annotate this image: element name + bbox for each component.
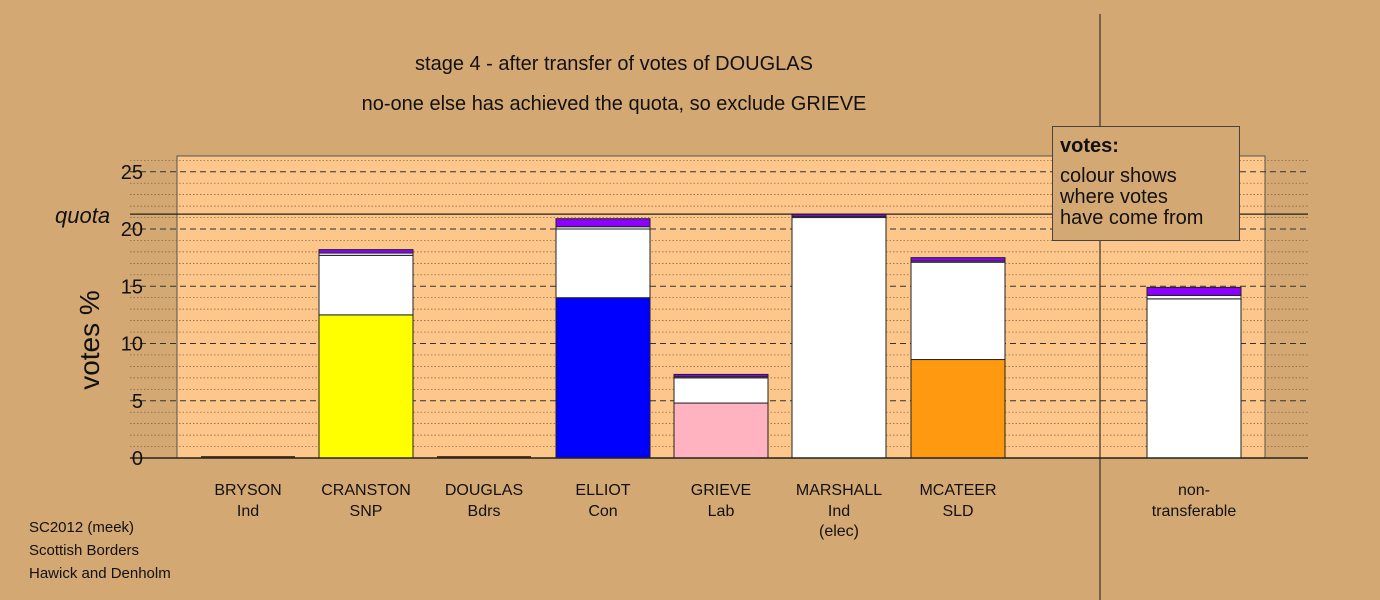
y-tick-label: 20	[121, 219, 143, 241]
footer-source: SC2012 (meek)	[29, 519, 135, 536]
bar-nontransferable-segment	[1146, 286, 1242, 296]
chart-subtitle: no-one else has achieved the quota, so e…	[361, 93, 867, 115]
bars	[201, 213, 1242, 459]
candidate-name-label: DOUGLAS	[445, 482, 523, 499]
bar-nontransferable-segment	[1146, 298, 1242, 459]
candidate-name-label: ELLIOT	[575, 482, 630, 499]
candidate-party-label: Ind	[237, 503, 259, 520]
nontransferable-label-line2: transferable	[1152, 503, 1237, 520]
bar-cranston-segment	[318, 254, 414, 316]
y-axis-label: votes %	[74, 290, 105, 390]
y-tick-label: 25	[121, 162, 143, 184]
footer-council: Scottish Borders	[29, 542, 140, 559]
bar-cranston-segment	[318, 249, 414, 254]
bar-marshall-segment	[791, 217, 887, 459]
nontransferable-label-line1: non-	[1178, 482, 1210, 499]
candidate-name-label: MARSHALL	[796, 482, 882, 499]
bar-mcateer-segment	[910, 359, 1006, 459]
bar-nontransferable-segment	[1146, 294, 1242, 300]
x-axis-labels: BRYSON Ind CRANSTON SNP DOUGLAS Bdrs ELLIOT Con…	[214, 482, 1236, 540]
y-tick-label: 0	[132, 448, 143, 470]
bar-cranston-segment	[318, 314, 414, 459]
quota-label: quota	[55, 203, 111, 228]
candidate-party-label: SNP	[350, 503, 383, 520]
bar-elliot-segment	[555, 228, 651, 299]
legend-title: votes:	[1060, 135, 1119, 157]
candidate-extra-label: (elec)	[819, 523, 859, 540]
bar-grieve-segment	[673, 373, 769, 378]
y-axis: 0 5 10 15 20 25	[121, 162, 1308, 470]
candidate-party-label: Ind	[828, 503, 850, 520]
bar-elliot-segment	[555, 297, 651, 459]
legend-box: votes: colour shows where votes have com…	[1052, 126, 1240, 241]
candidate-name-label: GRIEVE	[691, 482, 751, 499]
candidate-party-label: Con	[588, 503, 617, 520]
bar-mcateer-segment	[910, 261, 1006, 361]
bar-mcateer-segment	[910, 257, 1006, 262]
candidate-name-label: MCATEER	[919, 482, 996, 499]
y-tick-label: 5	[132, 391, 143, 413]
candidate-name-label: CRANSTON	[321, 482, 411, 499]
candidate-party-label: Lab	[708, 503, 735, 520]
candidate-party-label: Bdrs	[468, 503, 501, 520]
bar-elliot-segment	[555, 218, 651, 228]
bar-grieve-segment	[673, 377, 769, 404]
y-tick-label: 15	[121, 276, 143, 298]
candidate-name-label: BRYSON	[214, 482, 281, 499]
bar-grieve-segment	[673, 402, 769, 459]
legend-text: colour shows where votes have come from	[1060, 165, 1204, 229]
chart-title: stage 4 - after transfer of votes of DOU…	[415, 53, 813, 75]
footer-ward: Hawick and Denholm	[29, 565, 171, 582]
candidate-party-label: SLD	[942, 503, 973, 520]
y-tick-label: 10	[121, 334, 143, 356]
